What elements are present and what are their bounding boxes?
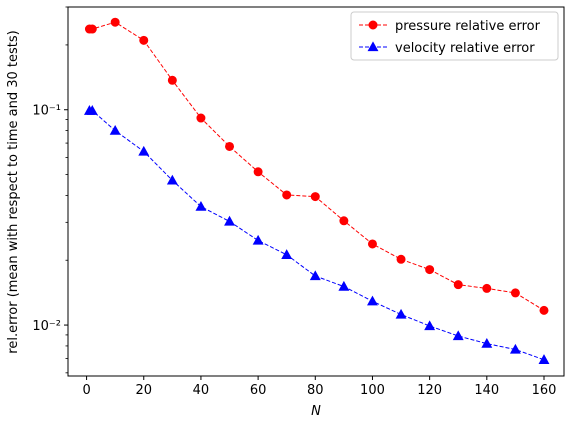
data-point bbox=[338, 280, 350, 291]
series-pressure bbox=[84, 17, 549, 315]
data-point bbox=[196, 113, 206, 123]
data-point bbox=[110, 17, 120, 27]
data-point bbox=[482, 283, 492, 293]
x-tick-label: 140 bbox=[474, 383, 499, 398]
data-point bbox=[282, 190, 292, 200]
series-line bbox=[89, 21, 545, 311]
data-point bbox=[339, 216, 349, 226]
x-tick-label: 120 bbox=[417, 383, 442, 398]
legend-marker bbox=[367, 41, 379, 52]
x-tick-label: 60 bbox=[250, 383, 267, 398]
data-point bbox=[310, 192, 320, 202]
data-point bbox=[367, 295, 378, 306]
x-tick-label: 40 bbox=[193, 383, 210, 398]
series-layer bbox=[83, 17, 550, 364]
legend: pressure relative error velocity relative… bbox=[350, 11, 559, 61]
data-point bbox=[396, 254, 406, 264]
data-point bbox=[86, 105, 98, 115]
data-point bbox=[395, 308, 407, 319]
data-point bbox=[452, 330, 464, 341]
data-point bbox=[481, 337, 493, 348]
y-tick-label: 10⁻¹ bbox=[32, 104, 61, 119]
series-line bbox=[89, 110, 545, 361]
data-point bbox=[224, 215, 235, 226]
data-point bbox=[425, 265, 435, 275]
x-tick-label: 160 bbox=[532, 383, 557, 398]
data-point bbox=[510, 288, 520, 298]
data-point bbox=[538, 354, 550, 364]
data-point bbox=[225, 141, 235, 151]
series-velocity bbox=[83, 105, 550, 364]
y-tick-label: 10⁻² bbox=[32, 319, 61, 334]
data-point bbox=[195, 200, 207, 211]
data-point bbox=[367, 239, 377, 249]
ticks-layer: 0 20 40 60 80 100 120 140 160 10⁻² 10⁻¹ bbox=[32, 6, 557, 398]
data-point bbox=[309, 270, 321, 281]
x-tick-label: 0 bbox=[82, 383, 90, 398]
legend-box bbox=[350, 11, 559, 61]
data-point bbox=[252, 234, 264, 245]
data-point bbox=[138, 145, 150, 156]
plot-frame bbox=[67, 6, 565, 377]
plot-area bbox=[68, 7, 564, 376]
data-point bbox=[509, 343, 521, 354]
data-point bbox=[281, 249, 293, 259]
legend-label: velocity relative error bbox=[395, 41, 535, 56]
legend-marker bbox=[368, 20, 378, 30]
legend-label: pressure relative error bbox=[395, 19, 541, 34]
data-point bbox=[166, 174, 178, 185]
data-point bbox=[167, 75, 177, 85]
x-tick-label: 80 bbox=[307, 383, 324, 398]
x-axis-label: N bbox=[311, 404, 321, 419]
y-axis-label: rel.error (mean with respect to time and… bbox=[6, 30, 21, 353]
data-point bbox=[139, 35, 149, 45]
x-tick-label: 100 bbox=[360, 383, 385, 398]
data-point bbox=[253, 167, 263, 177]
data-point bbox=[453, 280, 463, 290]
x-tick-label: 20 bbox=[135, 383, 152, 398]
data-point bbox=[424, 320, 436, 331]
data-point bbox=[539, 305, 549, 315]
data-point bbox=[109, 124, 121, 135]
data-point bbox=[87, 24, 97, 34]
